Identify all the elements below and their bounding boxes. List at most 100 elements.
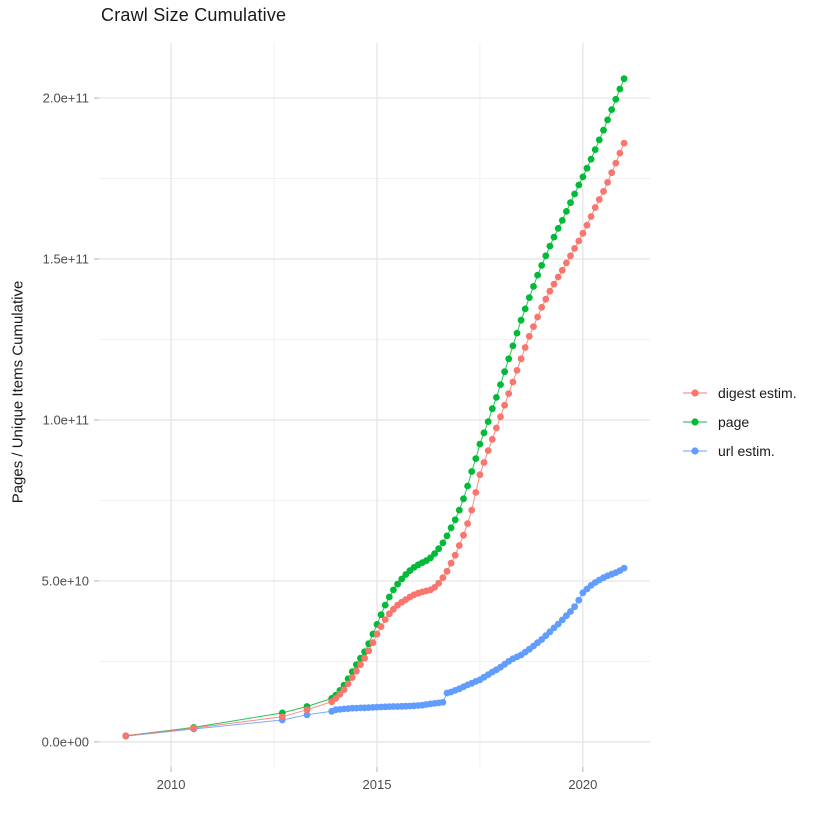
data-point	[435, 545, 443, 553]
data-point	[595, 196, 603, 203]
y-tick-label: 5.0e+10	[42, 573, 89, 588]
data-point	[517, 316, 525, 324]
legend-item-digest-estim: digest estim.	[681, 378, 797, 407]
data-point	[451, 516, 459, 524]
legend-item-page: page	[681, 407, 797, 436]
data-point	[439, 539, 447, 547]
data-point	[439, 574, 447, 582]
data-point	[550, 280, 558, 288]
data-point	[472, 489, 480, 496]
legend-item-label: page	[718, 413, 750, 430]
data-point	[620, 75, 628, 83]
data-point	[579, 229, 587, 237]
gridlines-major	[99, 43, 650, 767]
data-point	[505, 390, 513, 397]
data-point	[538, 303, 546, 311]
data-point	[571, 245, 578, 252]
data-point	[571, 190, 578, 198]
data-point	[427, 554, 434, 562]
y-tick-label: 1.0e+11	[43, 412, 89, 427]
legend: digest estim. page url estim.	[681, 378, 797, 465]
data-point	[587, 155, 595, 163]
data-point	[530, 283, 537, 290]
data-point	[604, 179, 611, 186]
legend-item-url-estim: url estim.	[681, 436, 797, 465]
data-point	[439, 698, 447, 706]
data-point	[451, 551, 459, 559]
data-point	[558, 217, 566, 224]
x-tick-labels: 2010 2015 2020	[157, 777, 598, 792]
axis-ticks	[94, 97, 584, 772]
data-point	[542, 252, 550, 260]
data-point	[431, 550, 438, 557]
data-point	[336, 690, 344, 698]
data-point	[480, 429, 488, 437]
data-point	[534, 313, 541, 321]
data-point	[278, 713, 286, 721]
data-point	[468, 468, 476, 475]
data-point	[530, 323, 537, 330]
data-point	[460, 531, 467, 539]
x-tick-label: 2010	[157, 777, 186, 792]
data-point	[558, 616, 566, 624]
series-line	[125, 142, 625, 737]
data-point	[542, 295, 550, 303]
y-tick-label: 0.0e+00	[42, 734, 89, 749]
data-point	[443, 567, 451, 575]
data-point	[369, 639, 377, 647]
data-point	[385, 610, 393, 618]
data-point	[591, 146, 599, 154]
data-point	[435, 579, 443, 587]
data-point	[464, 520, 471, 527]
x-tick-label: 2020	[568, 777, 597, 792]
y-tick-label: 1.5e+11	[43, 252, 89, 267]
data-point	[480, 459, 488, 466]
data-point	[505, 355, 513, 363]
data-point	[525, 294, 533, 301]
data-point	[493, 424, 500, 432]
data-point	[332, 695, 340, 702]
data-point	[377, 623, 385, 630]
data-point	[509, 342, 517, 350]
data-point	[546, 287, 554, 295]
data-point	[513, 329, 521, 337]
data-point	[344, 680, 352, 688]
data-point	[361, 654, 368, 662]
series-page	[122, 75, 628, 740]
data-point	[398, 575, 406, 583]
data-point	[501, 401, 508, 409]
chart-title: Crawl Size Cumulative	[101, 5, 287, 25]
data-point	[583, 164, 591, 172]
data-point	[608, 169, 616, 177]
data-point	[340, 686, 348, 694]
data-point	[488, 405, 496, 413]
legend-item-label: url estim.	[718, 442, 775, 459]
data-point	[595, 136, 603, 144]
data-point	[447, 559, 455, 567]
data-point	[455, 506, 463, 514]
data-point	[612, 95, 620, 103]
data-point	[579, 173, 587, 181]
data-point	[563, 259, 570, 267]
data-point	[390, 605, 397, 613]
data-point	[460, 495, 467, 503]
data-point	[550, 233, 558, 241]
y-tick-labels: 0.0e+00 5.0e+10 1.0e+11 1.5e+11 2.0e+11	[42, 91, 89, 750]
data-point	[377, 611, 385, 619]
data-point	[538, 262, 546, 269]
data-point	[558, 266, 566, 274]
data-point	[447, 524, 455, 532]
data-point	[575, 181, 583, 189]
data-point	[563, 208, 570, 215]
gridlines-minor	[99, 43, 650, 767]
data-point	[554, 225, 562, 232]
data-point	[591, 204, 599, 211]
data-point	[587, 213, 595, 220]
data-point	[567, 608, 574, 615]
data-point	[600, 126, 607, 134]
data-point	[620, 564, 628, 572]
data-point	[373, 630, 381, 638]
y-axis-title: Pages / Unique Items Cumulative	[9, 280, 27, 504]
data-point	[567, 252, 574, 260]
data-point	[488, 435, 496, 443]
